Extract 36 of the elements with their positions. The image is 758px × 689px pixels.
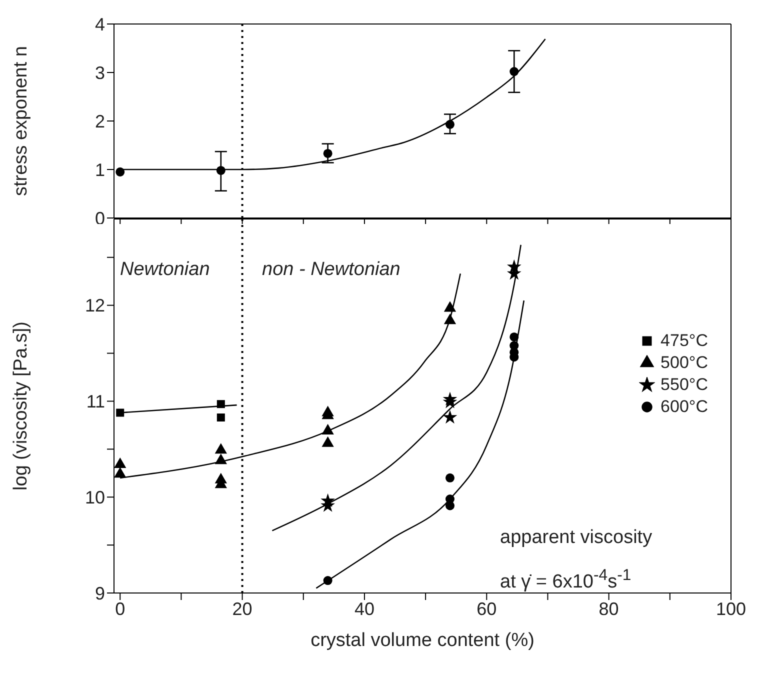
x-tick-label: 60 [476, 598, 497, 619]
y-tick-label: 11 [86, 392, 105, 412]
point [445, 501, 455, 510]
legend-label: 550°C [660, 375, 708, 395]
x-tick-label: 20 [232, 598, 252, 619]
point [114, 457, 126, 468]
annotation: apparent viscosity [500, 527, 652, 549]
point [216, 414, 225, 422]
y-axis-title: stress exponent n [10, 46, 32, 196]
legend-label: 600°C [660, 397, 708, 417]
x-tick-label: 0 [115, 598, 126, 619]
point [322, 436, 334, 447]
legend-label: 475°C [660, 331, 708, 351]
y-axis-title: log (viscosity [Pa.s]) [10, 322, 32, 490]
x-tick-label: 80 [598, 598, 619, 619]
point [442, 410, 458, 424]
annotation: non - Newtonian [262, 259, 400, 281]
legend-label: 500°C [660, 353, 708, 373]
y-tick-label: 10 [84, 487, 105, 508]
point [323, 148, 332, 158]
point [445, 473, 455, 482]
annotation: Newtonian [120, 259, 210, 281]
x-tick-label: 100 [716, 598, 746, 619]
y-tick-label: 2 [94, 111, 105, 132]
y-tick-label: 1 [94, 160, 105, 180]
annotation: at γ̇ = 6x10$^{-4}$s$^{-1}$ [500, 567, 632, 594]
y-tick-label: 3 [94, 62, 105, 83]
point [116, 167, 125, 176]
point [116, 408, 124, 417]
y-tick-label: 9 [94, 583, 105, 604]
x-axis-title: crystal volume content (%) [310, 630, 534, 651]
y-tick-label: 12 [84, 296, 105, 316]
y-tick-label: 4 [94, 14, 105, 34]
x-tick-label: 40 [354, 598, 374, 619]
point [114, 467, 126, 478]
point [214, 443, 227, 454]
